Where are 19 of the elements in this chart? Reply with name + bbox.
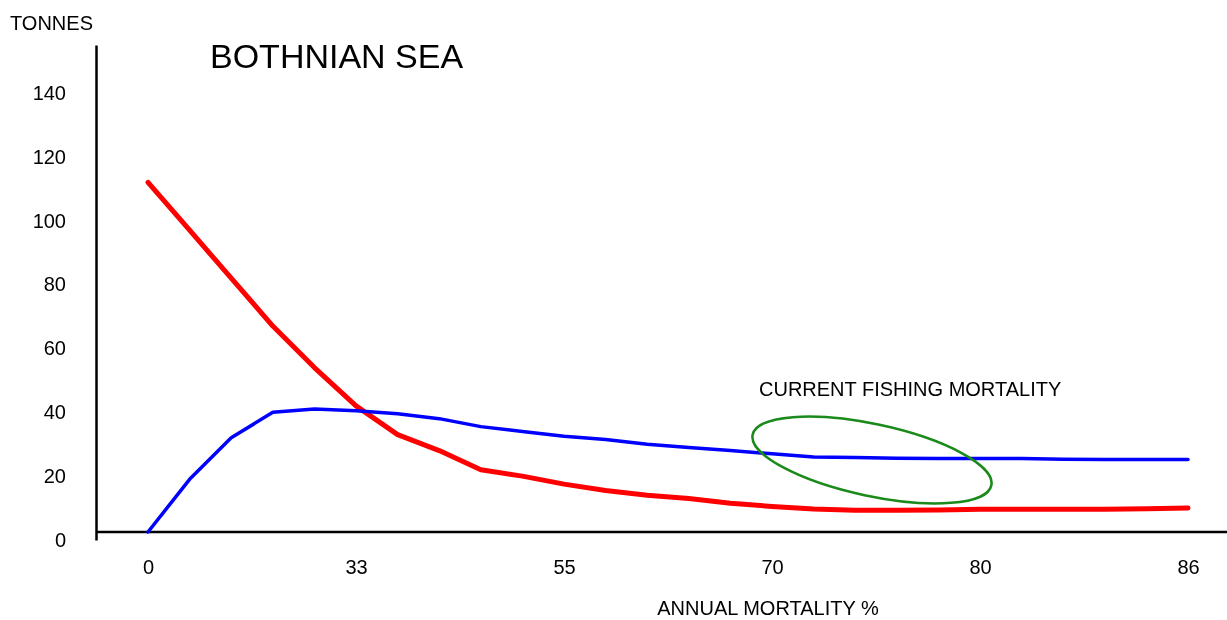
- x-axis-title: ANNUAL MORTALITY %: [657, 597, 879, 619]
- y-tick-label: 140: [32, 81, 66, 104]
- line-series: [146, 407, 1190, 534]
- y-tick-label: 80: [43, 273, 66, 296]
- y-axis-title: TONNES: [10, 12, 93, 34]
- x-tick-label: 70: [761, 556, 784, 579]
- chart-title: BOTHNIAN SEA: [210, 37, 464, 75]
- y-tick-label: 0: [54, 528, 66, 551]
- x-tick-label: 86: [1177, 556, 1200, 579]
- y-tick-label: 20: [43, 465, 66, 488]
- y-tick-label: 40: [43, 401, 66, 424]
- y-tick-label: 120: [32, 145, 66, 168]
- x-tick-label: 0: [142, 556, 155, 579]
- y-tick-label: 60: [43, 337, 66, 360]
- y-tick-label: 100: [32, 209, 66, 232]
- x-tick-label: 33: [345, 556, 368, 579]
- x-tick-label: 80: [969, 556, 992, 579]
- x-tick-label: 55: [553, 556, 576, 579]
- annotation: CURRENT FISHING MORTALITY: [759, 378, 1062, 400]
